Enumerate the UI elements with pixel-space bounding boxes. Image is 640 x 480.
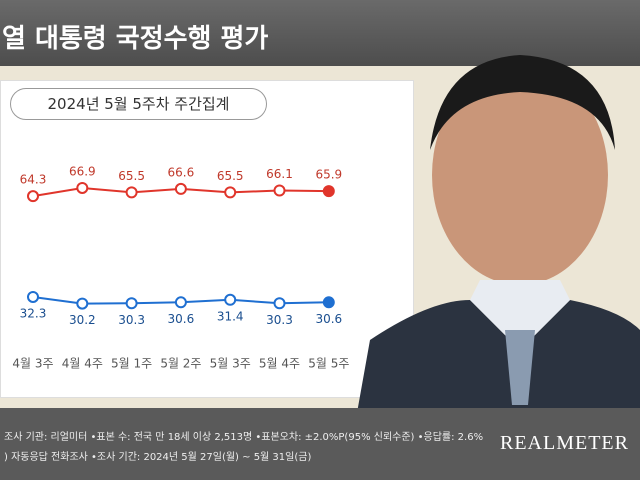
point bbox=[174, 182, 187, 195]
data-label: 30.6 bbox=[315, 312, 342, 326]
data-label: 66.9 bbox=[69, 164, 96, 178]
point bbox=[125, 186, 138, 199]
data-label: 65.5 bbox=[217, 169, 244, 183]
point bbox=[76, 181, 89, 194]
data-label: 65.5 bbox=[118, 169, 145, 183]
data-label: 30.2 bbox=[69, 313, 96, 327]
x-tick-label: 5월 1주 bbox=[111, 357, 152, 371]
point bbox=[273, 297, 286, 310]
point bbox=[273, 184, 286, 197]
x-tick-label: 5월 3주 bbox=[210, 357, 251, 371]
footer-note: 조사 기관: 리얼미터 •표본 수: 전국 만 18세 이상 2,513명 •표… bbox=[4, 432, 484, 443]
point bbox=[27, 290, 39, 303]
data-label: 32.3 bbox=[20, 306, 47, 320]
subtitle: 2024년 5월 5주차 주간집계 bbox=[10, 88, 267, 120]
brand: REALMETER bbox=[500, 432, 629, 454]
x-tick-label: 5월 4주 bbox=[259, 357, 300, 371]
point bbox=[224, 293, 237, 306]
header-bar bbox=[0, 0, 640, 66]
x-tick-label: 5월 5주 bbox=[308, 357, 349, 371]
point bbox=[224, 186, 237, 199]
point bbox=[322, 296, 335, 309]
chart-panel bbox=[0, 80, 414, 398]
point bbox=[76, 297, 89, 310]
footer-bar bbox=[0, 408, 640, 480]
point bbox=[322, 185, 335, 198]
data-label: 65.9 bbox=[315, 168, 342, 182]
footer-note: ) 자동응답 전화조사 •조사 기간: 2024년 5월 27일(월) ~ 5월… bbox=[4, 452, 312, 463]
data-label: 64.3 bbox=[20, 173, 47, 187]
data-label: 30.3 bbox=[118, 313, 145, 327]
x-tick-label: 4월 3주 bbox=[12, 357, 53, 371]
point bbox=[125, 297, 138, 310]
x-tick-label: 4월 4주 bbox=[62, 357, 103, 371]
data-label: 30.6 bbox=[168, 312, 195, 326]
x-tick-label: 5월 2주 bbox=[160, 357, 201, 371]
data-label: 66.1 bbox=[266, 167, 293, 181]
data-label: 66.6 bbox=[168, 165, 195, 179]
point bbox=[27, 190, 39, 203]
data-label: 31.4 bbox=[217, 309, 244, 323]
data-label: 30.3 bbox=[266, 313, 293, 327]
point bbox=[174, 296, 187, 309]
title: 열 대통령 국정수행 평가 bbox=[2, 24, 269, 54]
